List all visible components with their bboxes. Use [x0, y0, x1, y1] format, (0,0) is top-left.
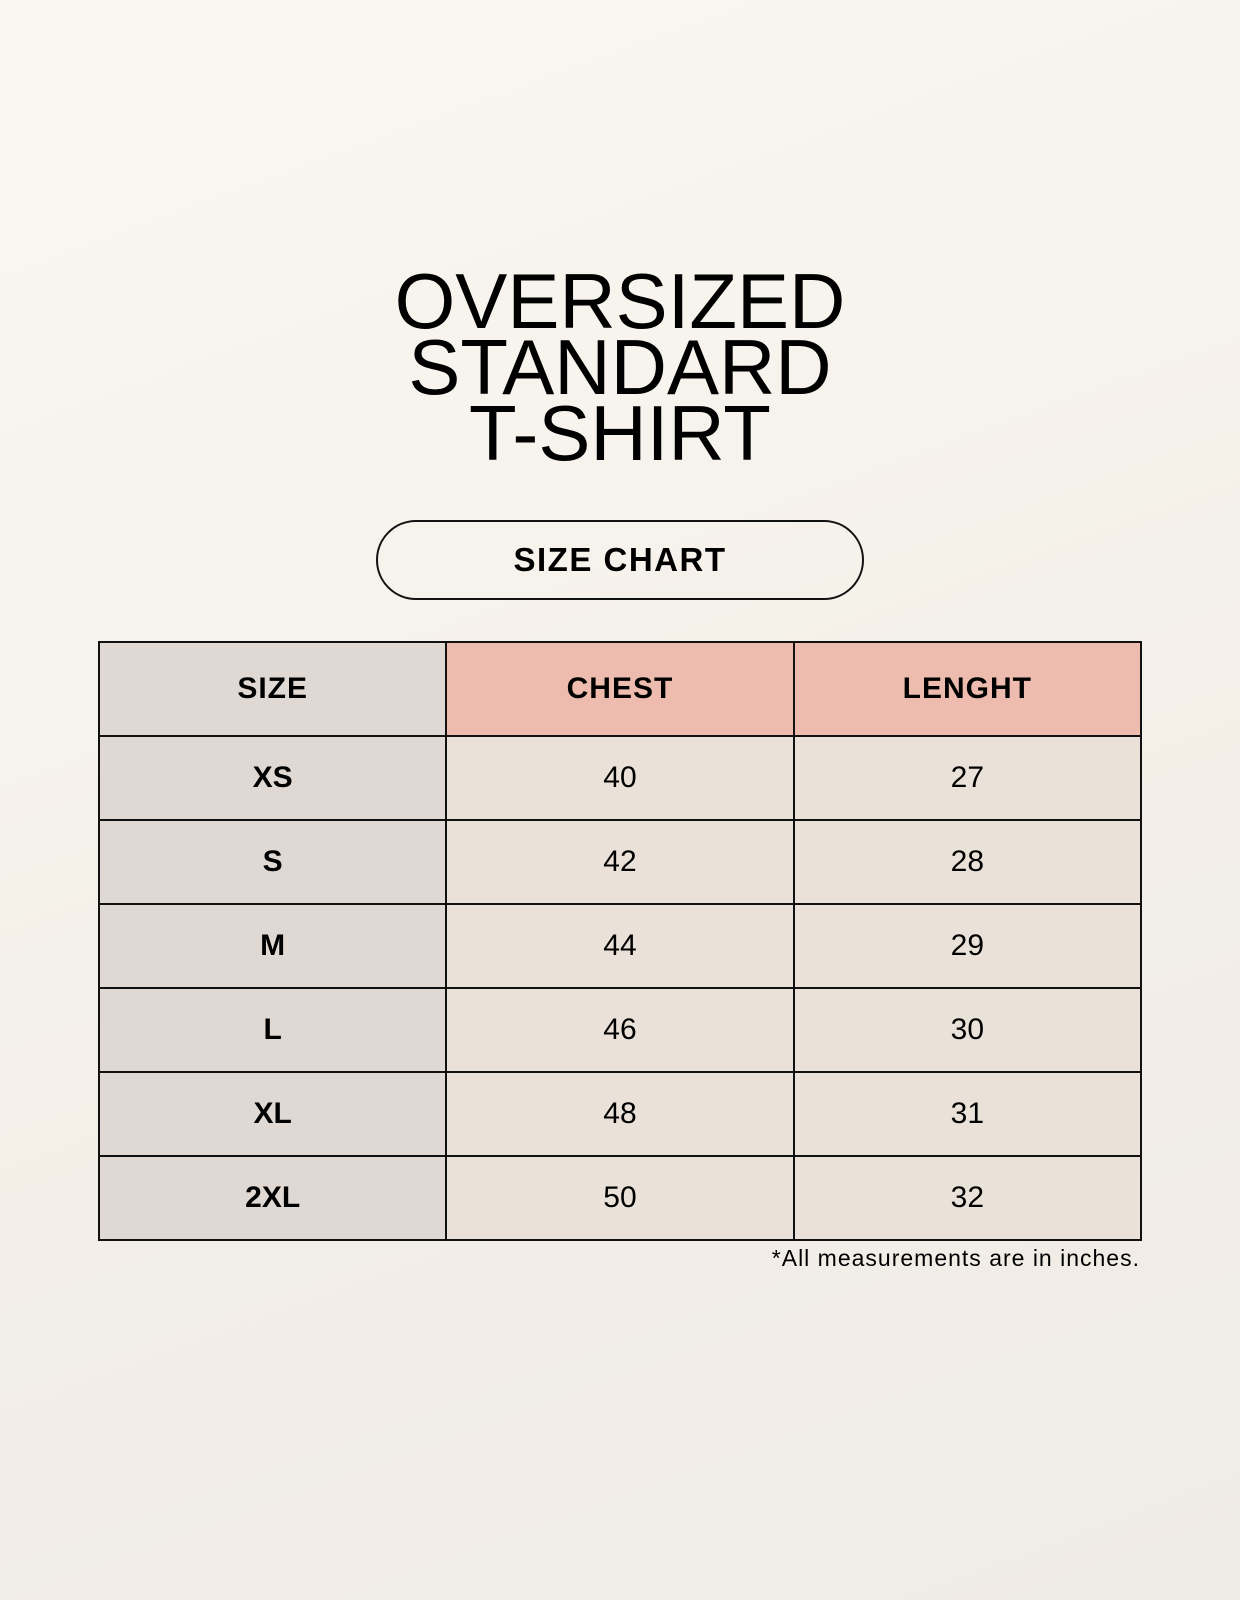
header-length: LENGHT	[792, 641, 1143, 737]
chest-cell: 44	[445, 903, 795, 989]
table-row: XS 40 27	[97, 735, 1143, 821]
header-chest: CHEST	[445, 641, 795, 737]
title-line: OVERSIZED	[394, 257, 846, 345]
header-size: SIZE	[97, 641, 448, 737]
chest-cell: 46	[445, 987, 795, 1073]
size-cell: S	[97, 819, 448, 905]
table-row: S 42 28	[97, 819, 1143, 905]
page-title: OVERSIZED STANDARD T-SHIRT	[0, 257, 1240, 477]
table-header-row: SIZE CHEST LENGHT	[97, 641, 1143, 737]
title-line: T-SHIRT	[469, 389, 771, 477]
table-row: XL 48 31	[97, 1071, 1143, 1157]
size-cell: L	[97, 987, 448, 1073]
table-row: L 46 30	[97, 987, 1143, 1073]
length-cell: 31	[792, 1071, 1143, 1157]
length-cell: 32	[792, 1155, 1143, 1241]
measurement-note: *All measurements are in inches.	[771, 1245, 1140, 1271]
chest-cell: 48	[445, 1071, 795, 1157]
size-table: SIZE CHEST LENGHT XS 40 27 S 42 28 M 44 …	[97, 641, 1143, 1241]
length-cell: 29	[792, 903, 1143, 989]
title-line: STANDARD	[408, 323, 832, 411]
size-cell: M	[97, 903, 448, 989]
size-cell: 2XL	[97, 1155, 448, 1241]
size-chart-badge: SIZE CHART	[376, 520, 864, 600]
chest-cell: 50	[445, 1155, 795, 1241]
table-row: 2XL 50 32	[97, 1155, 1143, 1241]
length-cell: 30	[792, 987, 1143, 1073]
length-cell: 27	[792, 735, 1143, 821]
length-cell: 28	[792, 819, 1143, 905]
chest-cell: 42	[445, 819, 795, 905]
table-row: M 44 29	[97, 903, 1143, 989]
size-cell: XL	[97, 1071, 448, 1157]
chest-cell: 40	[445, 735, 795, 821]
size-cell: XS	[97, 735, 448, 821]
